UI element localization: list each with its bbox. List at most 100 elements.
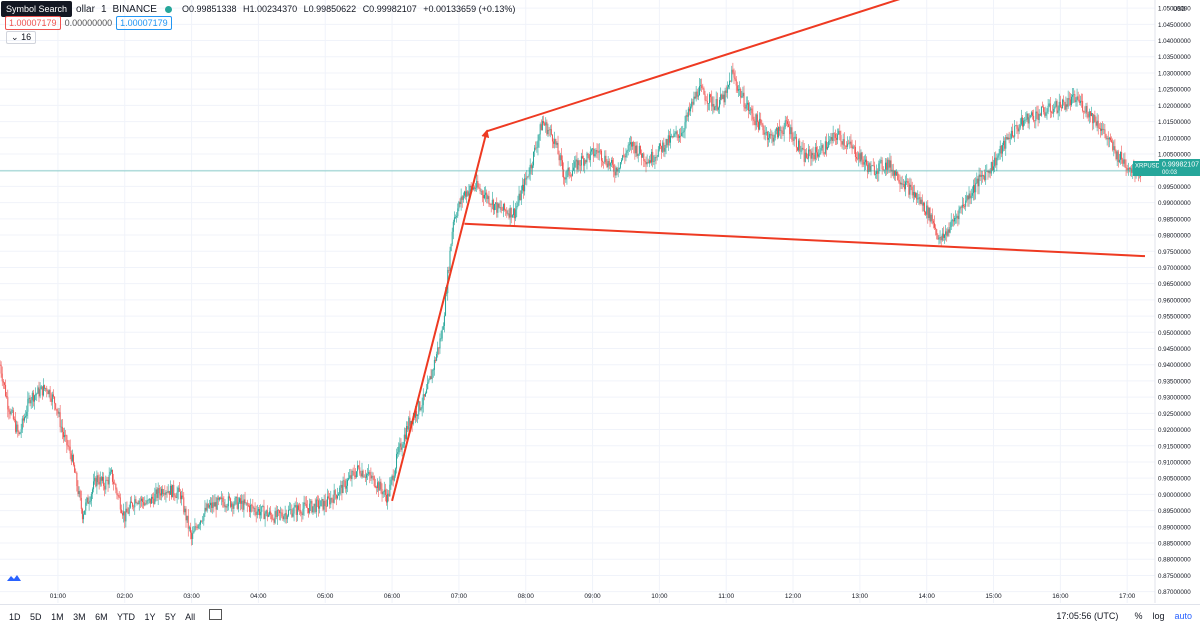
candle-body xyxy=(213,502,215,507)
candle-body xyxy=(419,401,421,410)
candle-body xyxy=(743,92,745,108)
chart-grid xyxy=(0,0,1155,603)
range-5y[interactable]: 5Y xyxy=(165,612,177,622)
log-toggle[interactable]: log xyxy=(1152,610,1165,621)
candle-body xyxy=(1037,113,1039,121)
candle-body xyxy=(658,143,660,150)
candle-body xyxy=(915,192,917,198)
auto-toggle[interactable]: auto xyxy=(1174,610,1192,621)
candle-body xyxy=(1057,110,1059,113)
candle-body xyxy=(952,220,954,222)
candle-body xyxy=(316,499,318,501)
trend-arrow[interactable] xyxy=(391,129,490,502)
candle-body xyxy=(320,500,322,507)
range-1m[interactable]: 1M xyxy=(51,612,64,622)
candle-body xyxy=(814,147,816,160)
range-6m[interactable]: 6M xyxy=(95,612,108,622)
trend-line[interactable] xyxy=(464,222,1146,258)
candle-body xyxy=(517,202,519,206)
candle-body xyxy=(489,204,491,205)
candle-body xyxy=(345,485,347,489)
candle-body xyxy=(722,94,724,99)
candle-body xyxy=(301,513,303,515)
candle-body xyxy=(845,145,847,147)
volume-toggle[interactable]: ⌄ 16 xyxy=(6,31,37,44)
candle-body xyxy=(879,160,881,164)
candle-body xyxy=(853,146,855,148)
y-tick-label: 0.96500000 xyxy=(1158,281,1191,288)
candle-body xyxy=(761,123,763,125)
date-range-icon[interactable] xyxy=(208,609,222,620)
range-1y[interactable]: 1Y xyxy=(144,612,156,622)
time-axis[interactable]: 01:00 02:00 03:00 04:00 05:00 06:00 07:00 08:00… xyxy=(50,593,1136,600)
interval[interactable]: 1 xyxy=(100,3,107,15)
candle-body xyxy=(1020,117,1022,125)
candle-body xyxy=(945,231,947,235)
candle-body xyxy=(453,217,455,222)
candle-body xyxy=(172,484,174,498)
tradingview-logo-icon[interactable] xyxy=(6,573,22,583)
candle-body xyxy=(781,130,783,134)
y-tick-label: 1.02000000 xyxy=(1158,103,1191,110)
candle-body xyxy=(1106,137,1108,139)
candle-body xyxy=(619,162,621,168)
range-5d[interactable]: 5D xyxy=(30,612,42,622)
candle-body xyxy=(815,147,817,153)
candle-body xyxy=(843,139,845,146)
candle-body xyxy=(799,140,801,152)
candle-body xyxy=(896,171,898,176)
candle-body xyxy=(45,388,47,389)
candle-body xyxy=(621,159,623,163)
candle-body xyxy=(951,220,953,221)
candle-body xyxy=(704,94,706,101)
percent-toggle[interactable]: % xyxy=(1134,610,1143,621)
candle-body xyxy=(641,153,643,158)
range-1d[interactable]: 1D xyxy=(9,612,21,622)
candle-body xyxy=(177,487,179,493)
candle-body xyxy=(361,470,363,477)
y-tick-label: 1.02500000 xyxy=(1158,87,1191,94)
candle-body xyxy=(803,148,805,162)
candle-body xyxy=(727,85,729,88)
candle-body xyxy=(565,177,567,180)
candle-body xyxy=(644,160,646,163)
candle-body xyxy=(956,215,958,218)
range-ytd[interactable]: YTD xyxy=(116,612,135,622)
candle-body xyxy=(185,508,187,521)
candle-body xyxy=(214,502,216,507)
chevron-down-icon: ⌄ xyxy=(11,32,19,42)
candle-body xyxy=(445,293,447,316)
candle-body xyxy=(690,106,692,112)
range-all[interactable]: All xyxy=(185,612,196,622)
candle-body xyxy=(817,152,819,157)
trend-line[interactable] xyxy=(486,0,933,133)
range-3m[interactable]: 3M xyxy=(73,612,86,622)
candle-body xyxy=(309,503,311,513)
candle-body xyxy=(106,479,108,481)
ask-tag[interactable]: 1.00007179 xyxy=(116,16,172,30)
symbol-name[interactable]: ollar xyxy=(76,3,95,15)
candle-body xyxy=(137,502,139,504)
candle-body xyxy=(882,169,884,171)
utc-clock[interactable]: 17:05:56 (UTC) xyxy=(1056,610,1119,621)
price-axis[interactable]: 0.87000000 0.87500000 0.88000000 0.88500000… xyxy=(1154,0,1191,603)
candle-body xyxy=(753,119,755,121)
candle-body xyxy=(64,435,66,438)
candle-body xyxy=(1070,96,1072,106)
candle-body xyxy=(589,151,591,161)
candle-body xyxy=(1040,106,1042,116)
last-price-symbol: XRPUSD xyxy=(1135,164,1161,170)
candle-body xyxy=(1084,112,1086,113)
candle-body xyxy=(1045,113,1047,116)
candle-body xyxy=(910,184,912,187)
candle-body xyxy=(932,220,934,224)
candle-body xyxy=(807,157,809,159)
bid-tag[interactable]: 1.00007179 xyxy=(5,16,61,30)
candle-body xyxy=(325,506,327,507)
x-tick-label: 06:00 xyxy=(384,593,401,600)
candle-body xyxy=(639,146,641,154)
candle-body xyxy=(108,474,110,485)
candle-body xyxy=(522,184,524,192)
candle-body xyxy=(1082,100,1084,111)
